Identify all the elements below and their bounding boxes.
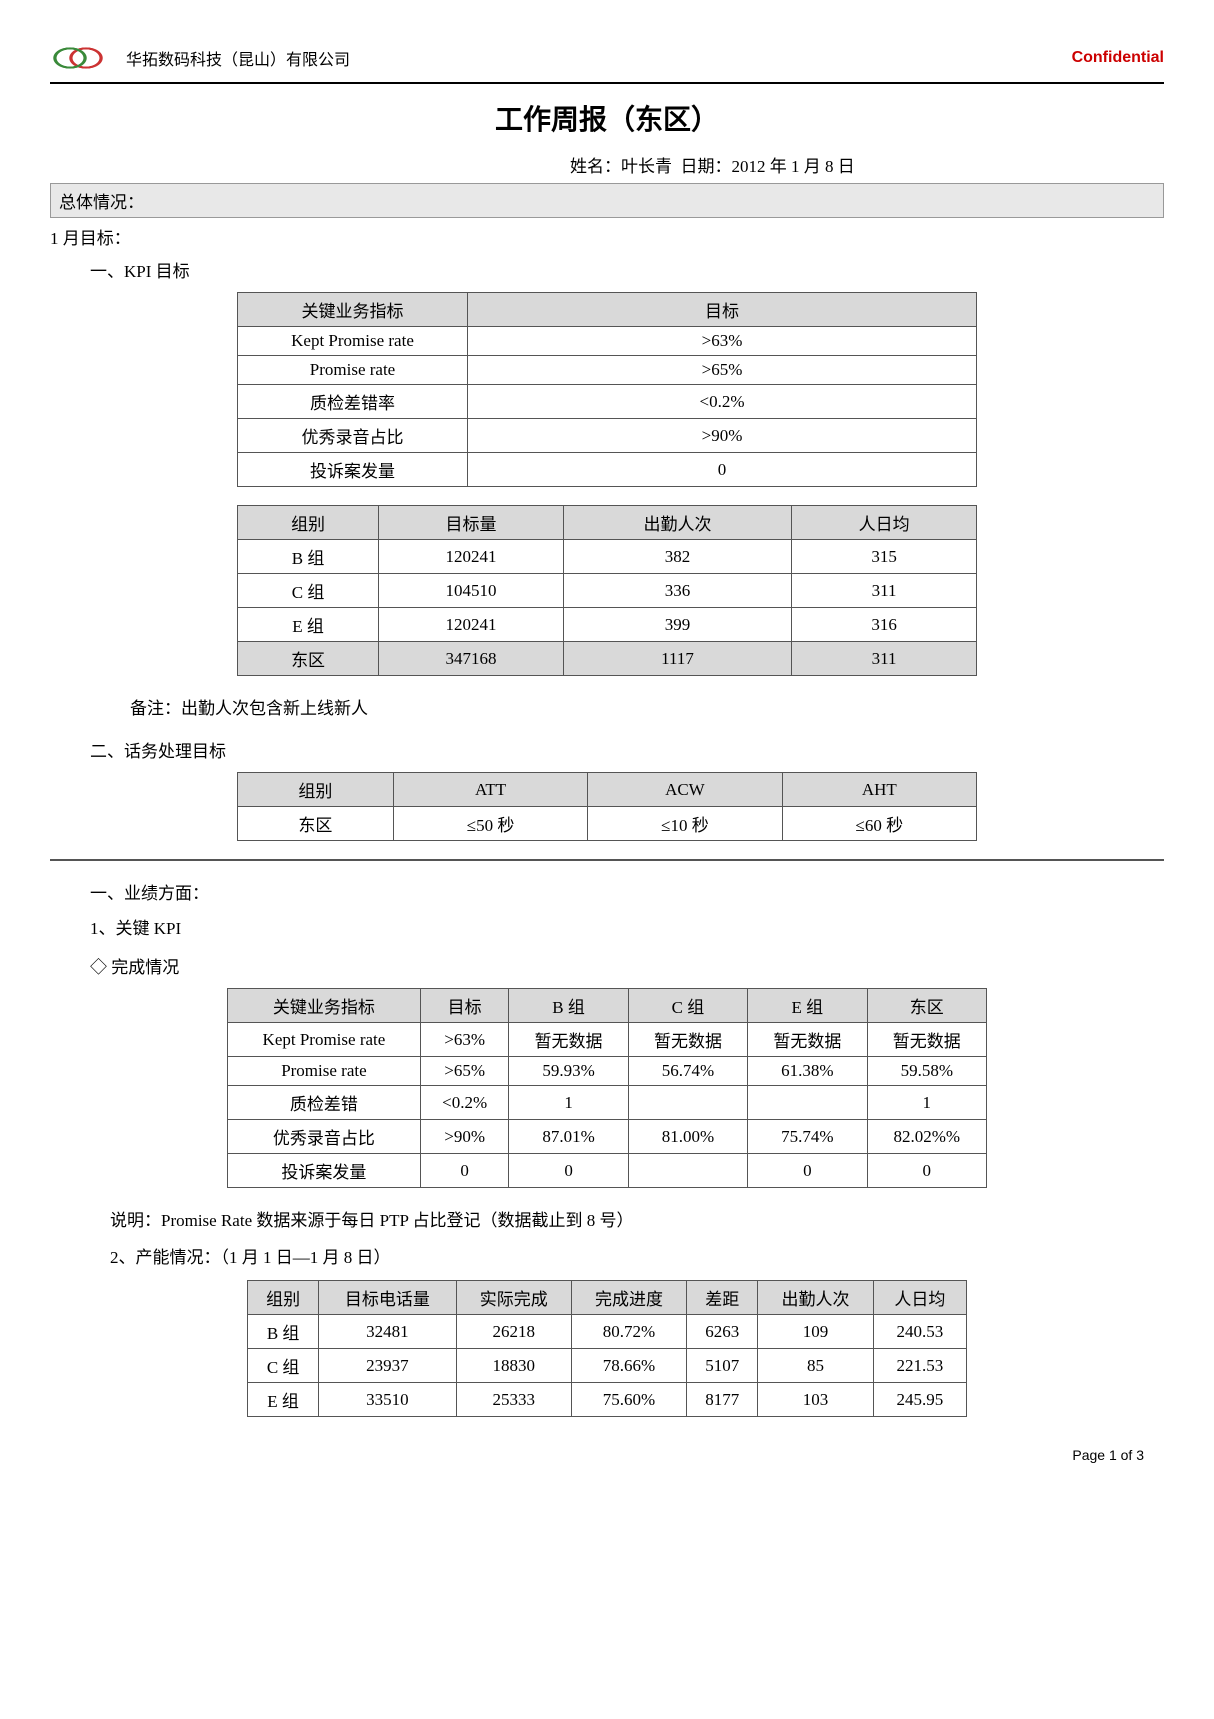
table-row: 优秀录音占比>90%87.01%81.00%75.74%82.02%% (228, 1120, 987, 1154)
col-header: B 组 (509, 989, 628, 1023)
table-header-row: 组别 ATT ACW AHT (238, 773, 977, 807)
table-row: Promise rate>65% (238, 356, 977, 385)
col-header: 目标 (420, 989, 509, 1023)
col-header: 组别 (248, 1281, 319, 1315)
month-goal-line: 1 月目标： (50, 224, 1164, 249)
group-target-table: 组别 目标量 出勤人次 人日均 B 组120241382315 C 组10451… (237, 505, 977, 676)
call-goal-heading: 二、话务处理目标 (50, 737, 1164, 762)
page-number: Page 1 of 3 (50, 1447, 1164, 1463)
table-row: C 组104510336311 (238, 574, 977, 608)
col-header: 差距 (687, 1281, 758, 1315)
col-header: ATT (393, 773, 587, 807)
col-header: AHT (782, 773, 976, 807)
report-date: 2012 年 1 月 8 日 (732, 157, 855, 176)
kpi-target-table: 关键业务指标 目标 Kept Promise rate>63% Promise … (237, 292, 977, 487)
col-header: 目标量 (379, 506, 564, 540)
col-header: 人日均 (792, 506, 977, 540)
col-header: 关键业务指标 (238, 293, 468, 327)
performance-heading: 一、业绩方面： (50, 879, 1164, 904)
table-row: 东区≤50 秒≤10 秒≤60 秒 (238, 807, 977, 841)
kpi-goal-heading: 一、KPI 目标 (50, 257, 1164, 282)
date-label: 日期： (681, 157, 732, 176)
table-header-row: 组别 目标电话量 实际完成 完成进度 差距 出勤人次 人日均 (248, 1281, 967, 1315)
table-row: 质检差错<0.2%11 (228, 1086, 987, 1120)
page-title: 工作周报（东区） (50, 98, 1164, 138)
table-row: C 组239371883078.66%510785221.53 (248, 1349, 967, 1383)
table-row: B 组324812621880.72%6263109240.53 (248, 1315, 967, 1349)
col-header: 人日均 (873, 1281, 966, 1315)
table-header-row: 关键业务指标 目标 (238, 293, 977, 327)
name-date-line: 姓名：叶长青 日期：2012 年 1 月 8 日 (50, 152, 1164, 177)
key-kpi-heading: 1、关键 KPI (50, 914, 1164, 939)
col-header: 组别 (238, 773, 394, 807)
table-row: B 组120241382315 (238, 540, 977, 574)
col-header: 关键业务指标 (228, 989, 421, 1023)
col-header: E 组 (748, 989, 867, 1023)
section-divider (50, 859, 1164, 861)
col-header: 完成进度 (571, 1281, 686, 1315)
completion-heading: ◇ 完成情况 (50, 953, 1164, 978)
header-bar: 华拓数码科技（昆山）有限公司 Confidential (50, 40, 1164, 84)
col-header: 组别 (238, 506, 379, 540)
col-header: 目标 (468, 293, 977, 327)
table-row: Kept Promise rate>63%暂无数据暂无数据暂无数据暂无数据 (228, 1023, 987, 1057)
confidential-label: Confidential (1072, 49, 1164, 67)
table-row: E 组120241399316 (238, 608, 977, 642)
col-header: 目标电话量 (319, 1281, 456, 1315)
table-header-row: 组别 目标量 出勤人次 人日均 (238, 506, 977, 540)
table-row: 质检差错率<0.2% (238, 385, 977, 419)
table-header-row: 关键业务指标 目标 B 组 C 组 E 组 东区 (228, 989, 987, 1023)
table-row: 投诉案发量0000 (228, 1154, 987, 1188)
name-label: 姓名： (570, 157, 621, 176)
col-header: 实际完成 (456, 1281, 571, 1315)
table-row: 优秀录音占比>90% (238, 419, 977, 453)
table-row: 投诉案发量0 (238, 453, 977, 487)
col-header: 东区 (867, 989, 986, 1023)
table-summary-row: 东区3471681117311 (238, 642, 977, 676)
overall-section-header: 总体情况： (50, 183, 1164, 218)
col-header: ACW (588, 773, 782, 807)
capacity-table: 组别 目标电话量 实际完成 完成进度 差距 出勤人次 人日均 B 组324812… (247, 1280, 967, 1417)
company-name: 华拓数码科技（昆山）有限公司 (126, 46, 1072, 70)
explain-note: 说明：Promise Rate 数据来源于每日 PTP 占比登记（数据截止到 8… (50, 1206, 1164, 1231)
table-row: Kept Promise rate>63% (238, 327, 977, 356)
company-logo-icon (50, 40, 108, 76)
col-header: C 组 (628, 989, 747, 1023)
group-note: 备注：出勤人次包含新上线新人 (50, 694, 1164, 719)
call-target-table: 组别 ATT ACW AHT 东区≤50 秒≤10 秒≤60 秒 (237, 772, 977, 841)
col-header: 出勤人次 (758, 1281, 873, 1315)
capacity-heading: 2、产能情况：（1 月 1 日—1 月 8 日） (50, 1243, 1164, 1268)
col-header: 出勤人次 (563, 506, 791, 540)
table-row: E 组335102533375.60%8177103245.95 (248, 1383, 967, 1417)
table-row: Promise rate>65%59.93%56.74%61.38%59.58% (228, 1057, 987, 1086)
kpi-result-table: 关键业务指标 目标 B 组 C 组 E 组 东区 Kept Promise ra… (227, 988, 987, 1188)
author-name: 叶长青 (621, 157, 672, 176)
